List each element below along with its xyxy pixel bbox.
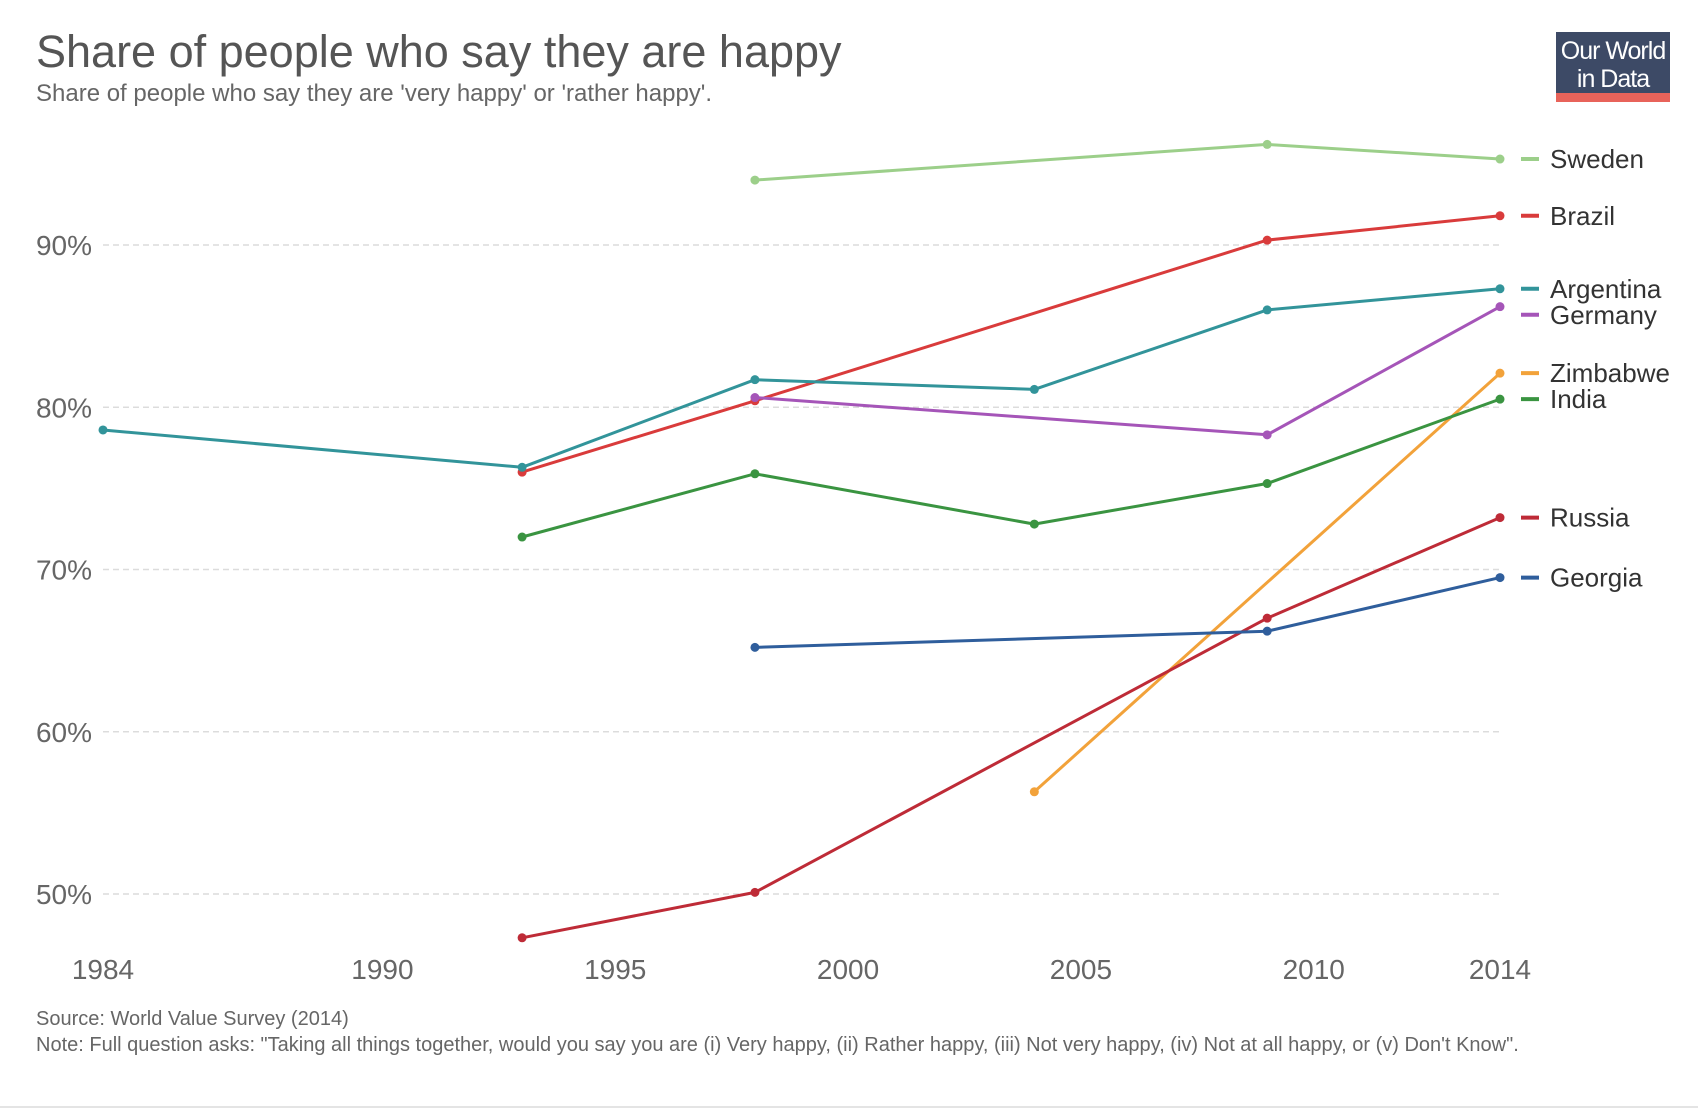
series-russia[interactable] [517, 513, 1505, 943]
legend-item-germany[interactable]: Germany [1521, 300, 1657, 330]
x-tick-label: 2000 [817, 954, 879, 985]
legend-item-russia[interactable]: Russia [1521, 503, 1630, 533]
series-line[interactable] [102, 287, 1501, 469]
data-point[interactable] [1262, 235, 1272, 245]
line-chart: 50% 60% 70% 80% 90% 1984 1990 1995 2000 2005 2010… [36, 139, 1670, 985]
series-line[interactable] [754, 142, 1501, 182]
data-point[interactable] [1495, 302, 1505, 312]
source-text: Source: World Value Survey (2014) [36, 1008, 349, 1030]
data-point[interactable] [1495, 368, 1505, 378]
series-line[interactable] [754, 305, 1501, 437]
data-point[interactable] [1262, 613, 1272, 623]
series-brazil[interactable] [517, 211, 1505, 477]
y-tick-label: 80% [36, 392, 92, 423]
data-point[interactable] [750, 175, 760, 185]
legend-label: Georgia [1550, 563, 1643, 593]
data-point[interactable] [750, 469, 760, 479]
chart-subtitle: Share of people who say they are 'very h… [36, 80, 713, 107]
data-point[interactable] [1495, 154, 1505, 164]
series-zimbabwe[interactable] [1029, 368, 1505, 797]
y-tick-label: 60% [36, 717, 92, 748]
x-tick-label: 1990 [351, 954, 413, 985]
note-text: Note: Full question asks: "Taking all th… [36, 1034, 1519, 1056]
legend-item-georgia[interactable]: Georgia [1521, 563, 1643, 593]
data-point[interactable] [1029, 384, 1039, 394]
data-point[interactable] [1262, 626, 1272, 636]
data-point[interactable] [1262, 479, 1272, 489]
series-line[interactable] [521, 397, 1501, 539]
chart-title: Share of people who say they are happy [36, 26, 842, 77]
series-germany[interactable] [750, 302, 1505, 440]
series-line[interactable] [521, 516, 1501, 940]
series-line[interactable] [754, 576, 1501, 649]
data-point[interactable] [98, 425, 108, 435]
legend-label: Argentina [1550, 274, 1662, 304]
legend-label: Brazil [1550, 201, 1615, 231]
data-point[interactable] [517, 532, 527, 542]
data-point[interactable] [1262, 305, 1272, 315]
legend-item-india[interactable]: India [1521, 384, 1607, 414]
y-axis-ticks: 50% 60% 70% 80% 90% [36, 230, 92, 910]
data-point[interactable] [750, 642, 760, 652]
data-point[interactable] [1262, 430, 1272, 440]
series-india[interactable] [517, 394, 1505, 542]
grid-lines [103, 244, 1500, 895]
y-tick-label: 70% [36, 555, 92, 586]
series-line[interactable] [1033, 372, 1502, 793]
logo-accent-bar [1556, 93, 1670, 102]
x-tick-label: 2014 [1469, 954, 1531, 985]
legend-label: Germany [1550, 300, 1657, 330]
series-line[interactable] [521, 214, 1501, 474]
chart-footer: Source: World Value Survey (2014) Note: … [36, 1006, 1596, 1058]
series-argentina[interactable] [98, 284, 1505, 472]
x-tick-label: 1995 [584, 954, 646, 985]
data-point[interactable] [1029, 519, 1039, 529]
y-tick-label: 90% [36, 230, 92, 261]
data-point[interactable] [1262, 139, 1272, 149]
legend-label: Sweden [1550, 144, 1644, 174]
data-point[interactable] [1029, 787, 1039, 797]
legend-label: India [1550, 384, 1607, 414]
data-point[interactable] [517, 933, 527, 943]
data-point[interactable] [750, 375, 760, 385]
series-georgia[interactable] [750, 573, 1505, 652]
legend-item-sweden[interactable]: Sweden [1521, 144, 1644, 174]
data-point[interactable] [1495, 211, 1505, 221]
x-tick-label: 1984 [72, 954, 134, 985]
data-point[interactable] [750, 887, 760, 897]
data-point[interactable] [1495, 284, 1505, 294]
data-point[interactable] [1495, 513, 1505, 523]
legend-label: Zimbabwe [1550, 358, 1670, 388]
logo-line-1: Our World [1560, 37, 1666, 65]
series-lines [98, 139, 1505, 943]
logo-line-2: in Data [1576, 65, 1650, 93]
legend-item-argentina[interactable]: Argentina [1521, 274, 1662, 304]
x-axis-ticks: 1984 1990 1995 2000 2005 2010 2014 [72, 954, 1531, 985]
data-point[interactable] [517, 462, 527, 472]
series-sweden[interactable] [750, 139, 1505, 185]
data-point[interactable] [750, 393, 760, 403]
owid-logo[interactable]: Our World in Data [1556, 32, 1670, 102]
data-point[interactable] [1495, 394, 1505, 404]
legend-item-zimbabwe[interactable]: Zimbabwe [1521, 358, 1670, 388]
bottom-divider [0, 1106, 1698, 1108]
x-tick-label: 2005 [1050, 954, 1112, 985]
data-point[interactable] [1495, 573, 1505, 583]
legend-label: Russia [1550, 503, 1630, 533]
y-tick-label: 50% [36, 879, 92, 910]
x-tick-label: 2010 [1283, 954, 1345, 985]
legend-item-brazil[interactable]: Brazil [1521, 201, 1615, 231]
